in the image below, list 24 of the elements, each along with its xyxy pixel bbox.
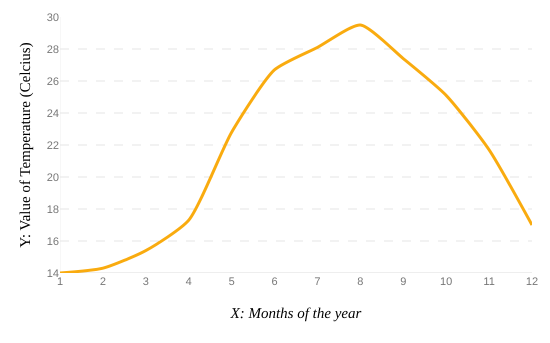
x-tick-label: 9 [400, 276, 406, 288]
x-tick-label: 11 [483, 276, 495, 288]
y-tick-label: 28 [46, 44, 59, 56]
x-tick-label: 8 [357, 276, 364, 288]
x-tick-label: 10 [440, 276, 452, 288]
y-tick-label: 30 [46, 12, 59, 24]
y-tick-label: 16 [46, 236, 59, 248]
y-axis-title: Y: Value of Temperature (Celcius) [18, 42, 34, 248]
y-tick-label: 18 [46, 204, 59, 216]
y-tick-label: 14 [46, 268, 59, 280]
x-tick-label: 1 [56, 276, 64, 288]
line-series [60, 24, 532, 273]
y-tick-label: 26 [46, 76, 59, 88]
x-tick-label: 2 [100, 276, 106, 288]
x-tick-label: 6 [271, 276, 278, 288]
y-tick-label: 24 [46, 108, 59, 120]
x-tick-label: 7 [314, 276, 321, 288]
y-tick-label: 22 [46, 140, 59, 152]
x-axis-title: X: Months of the year [230, 306, 362, 322]
x-tick-label: 4 [186, 276, 192, 288]
y-tick-label: 20 [46, 172, 59, 184]
x-tick-label: 5 [228, 276, 235, 288]
x-tick-label: 3 [142, 276, 149, 288]
x-tick-label: 12 [526, 276, 538, 288]
